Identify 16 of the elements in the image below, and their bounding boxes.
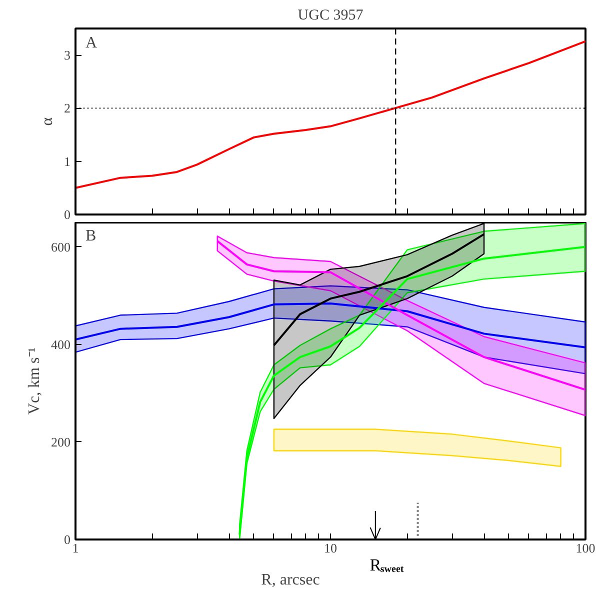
y-tick-label: 0 — [64, 532, 70, 547]
y-tick-label: 0 — [64, 207, 70, 222]
y-tick-label: 1 — [64, 154, 70, 169]
y-tick-label: 400 — [51, 336, 70, 352]
x-axis-title: R, arcsec — [261, 572, 320, 588]
annotation: B — [86, 228, 96, 244]
y-axis-title: Vc, km s⁻¹ — [26, 347, 43, 415]
annotation: A — [86, 34, 98, 52]
y-tick-label: 3 — [64, 48, 70, 63]
x-tick-label: 100 — [576, 540, 596, 556]
x-tick-label: 10 — [324, 540, 337, 556]
chart-title: UGC 3957 — [298, 8, 364, 24]
y-tick-label: 2 — [64, 100, 70, 116]
y-tick-label: 200 — [51, 434, 70, 450]
y-tick-label: 600 — [51, 239, 70, 254]
y-axis-title: α — [39, 116, 56, 126]
